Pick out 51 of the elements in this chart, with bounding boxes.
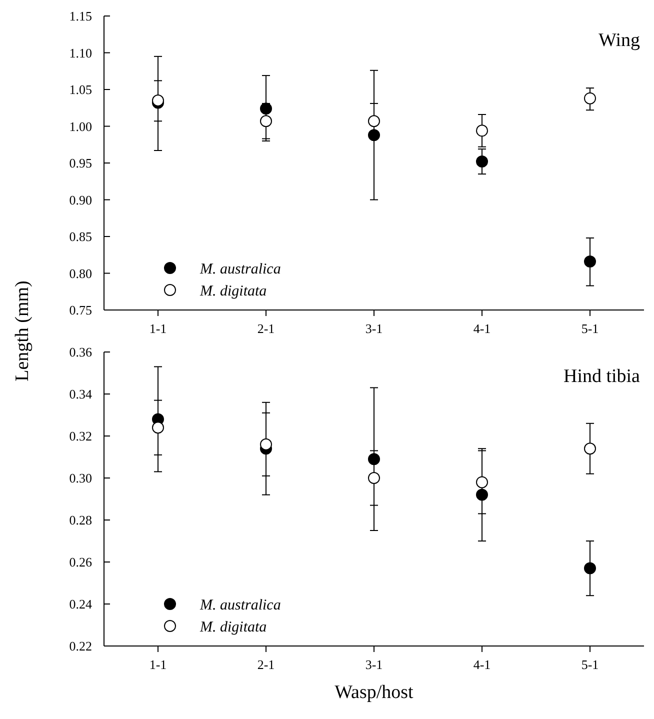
x-tick-label: 2-1 xyxy=(257,657,275,672)
y-tick-label: 1.15 xyxy=(69,8,92,24)
point xyxy=(368,453,380,466)
legend-label: M. digitata xyxy=(199,619,267,636)
point xyxy=(260,102,272,115)
x-axis-title: Wasp/host xyxy=(334,682,414,703)
y-tick-label: 0.22 xyxy=(69,638,92,654)
point xyxy=(152,422,164,434)
x-tick-label: 1-1 xyxy=(149,657,167,672)
y-tick-label: 1.05 xyxy=(69,82,92,98)
point xyxy=(476,124,488,137)
legend-label: M. digitata xyxy=(199,283,267,300)
y-tick-label: 1.10 xyxy=(69,45,92,60)
x-tick-label: 2-1 xyxy=(257,321,275,336)
y-tick-label: 0.26 xyxy=(69,554,92,570)
point xyxy=(584,562,596,574)
text: Hind tibia xyxy=(563,366,641,387)
point xyxy=(476,156,488,168)
legend-label: M. australica xyxy=(199,597,281,614)
y-tick-label: 1.00 xyxy=(69,118,92,134)
x-tick-label: 5-1 xyxy=(581,321,599,336)
y-tick-label: 0.90 xyxy=(69,192,92,208)
x-tick-label: 4-1 xyxy=(473,657,491,672)
legend-label: M. australica xyxy=(199,261,281,278)
point xyxy=(584,92,596,104)
x-tick-label: 1-1 xyxy=(149,321,167,336)
y-tick-label: 0.32 xyxy=(69,428,92,444)
y-tick-label: 0.30 xyxy=(69,470,92,486)
point xyxy=(368,472,380,484)
point xyxy=(584,255,596,268)
y-tick-label: 0.85 xyxy=(69,229,92,244)
y-tick-label: 0.95 xyxy=(69,156,92,171)
point xyxy=(368,129,380,142)
y-tick-label: 0.75 xyxy=(69,302,92,318)
point xyxy=(584,442,596,455)
text: Wing xyxy=(598,30,640,51)
x-tick-label: 4-1 xyxy=(473,321,491,336)
y-tick-label: 0.24 xyxy=(69,596,92,612)
y-axis-title: Length (mm) xyxy=(12,280,33,382)
y-tick-label: 0.80 xyxy=(69,266,92,281)
point xyxy=(260,438,272,450)
x-tick-label: 5-1 xyxy=(581,657,599,672)
y-tick-label: 0.36 xyxy=(69,344,92,360)
point xyxy=(476,488,488,501)
y-tick-label: 0.28 xyxy=(69,512,92,528)
point xyxy=(260,115,272,128)
point xyxy=(476,476,488,488)
point xyxy=(368,115,380,128)
x-tick-label: 3-1 xyxy=(365,657,383,672)
x-tick-label: 3-1 xyxy=(365,321,383,336)
y-tick-label: 0.34 xyxy=(69,386,92,402)
